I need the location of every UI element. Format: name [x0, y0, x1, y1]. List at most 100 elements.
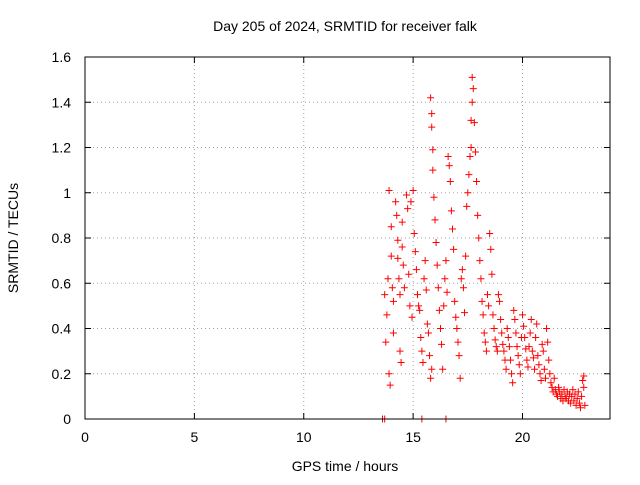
- data-point: [428, 365, 436, 373]
- data-point: [468, 98, 476, 106]
- data-point: [407, 198, 415, 206]
- data-point: [528, 347, 536, 355]
- data-point: [537, 377, 545, 385]
- data-point: [456, 374, 464, 382]
- data-point: [440, 302, 448, 310]
- y-tick-label: 0.6: [52, 275, 72, 291]
- data-point: [467, 144, 475, 151]
- data-point: [523, 356, 531, 364]
- data-point: [504, 334, 512, 342]
- data-point: [389, 329, 397, 337]
- data-point: [574, 388, 582, 396]
- y-axis-label: SRMTID / TECUs: [5, 183, 21, 293]
- data-point: [406, 302, 414, 310]
- y-tick-label: 0.2: [52, 366, 72, 382]
- data-point: [581, 401, 589, 409]
- data-point: [382, 338, 390, 346]
- data-point: [396, 291, 404, 299]
- data-point: [461, 309, 469, 317]
- data-point: [403, 191, 411, 199]
- data-point: [539, 347, 547, 355]
- data-point: [423, 320, 431, 328]
- data-point: [453, 325, 461, 332]
- data-point: [486, 229, 494, 237]
- data-point: [385, 370, 393, 378]
- data-point: [462, 252, 470, 260]
- data-point: [439, 365, 447, 373]
- data-point: [459, 284, 467, 292]
- data-point: [525, 343, 533, 351]
- data-point: [487, 245, 495, 253]
- data-point: [385, 186, 393, 194]
- data-point: [430, 193, 438, 201]
- data-point: [457, 275, 465, 283]
- data-point: [491, 336, 499, 344]
- data-point: [494, 291, 502, 299]
- data-point: [427, 374, 435, 382]
- data-point: [579, 377, 587, 385]
- x-tick-label: 15: [405, 429, 421, 445]
- data-point: [500, 347, 508, 355]
- data-point: [471, 148, 479, 156]
- x-axis-label: GPS time / hours: [292, 458, 399, 474]
- data-point: [575, 399, 583, 407]
- data-point: [502, 365, 510, 373]
- data-point: [392, 198, 400, 206]
- x-tick-label: 20: [515, 429, 531, 445]
- data-point: [394, 254, 402, 262]
- data-point: [470, 119, 478, 127]
- data-point: [536, 370, 544, 378]
- data-point: [400, 284, 408, 292]
- chart-title: Day 205 of 2024, SRMTID for receiver fal…: [213, 18, 478, 34]
- data-point: [454, 338, 462, 346]
- data-point: [479, 311, 487, 319]
- data-point: [482, 347, 490, 355]
- data-point: [417, 334, 425, 342]
- data-point: [540, 365, 548, 373]
- data-point: [505, 343, 513, 351]
- data-point: [455, 352, 463, 360]
- data-point: [395, 275, 403, 283]
- data-point: [519, 311, 526, 319]
- data-point: [445, 162, 453, 170]
- data-point: [503, 325, 511, 332]
- data-point: [474, 211, 482, 219]
- data-point: [526, 329, 534, 337]
- data-point: [576, 404, 584, 412]
- data-point: [529, 354, 537, 362]
- data-point: [492, 343, 500, 351]
- data-point: [527, 315, 535, 323]
- data-point: [513, 343, 521, 351]
- data-point: [481, 338, 489, 346]
- data-point: [550, 374, 558, 382]
- data-point: [418, 347, 426, 355]
- data-point: [546, 370, 554, 378]
- data-point: [532, 334, 540, 342]
- data-point: [475, 234, 483, 242]
- plot-frame: [84, 56, 611, 420]
- data-point: [443, 288, 451, 296]
- data-point: [524, 363, 532, 371]
- data-points: [379, 73, 589, 423]
- data-point: [541, 374, 549, 382]
- data-point: [441, 275, 449, 283]
- x-tick-label: 10: [296, 429, 312, 445]
- data-point: [422, 286, 430, 294]
- data-point: [520, 322, 528, 330]
- data-point: [384, 275, 392, 283]
- axes: 0 5 10 15 20 0 0.2 0.4 0.6 0.8 1 1.2 1.4 1.6: [52, 49, 610, 445]
- data-point: [478, 297, 486, 305]
- data-point: [428, 123, 436, 131]
- data-point: [544, 338, 552, 346]
- data-point: [509, 379, 517, 387]
- data-point: [449, 225, 456, 233]
- data-point: [396, 347, 404, 355]
- data-point: [405, 270, 413, 278]
- data-point: [473, 177, 481, 185]
- data-point: [429, 146, 437, 154]
- data-point: [516, 370, 524, 378]
- data-point: [458, 266, 466, 274]
- y-tick-label: 0.8: [52, 230, 72, 246]
- data-point: [510, 306, 518, 314]
